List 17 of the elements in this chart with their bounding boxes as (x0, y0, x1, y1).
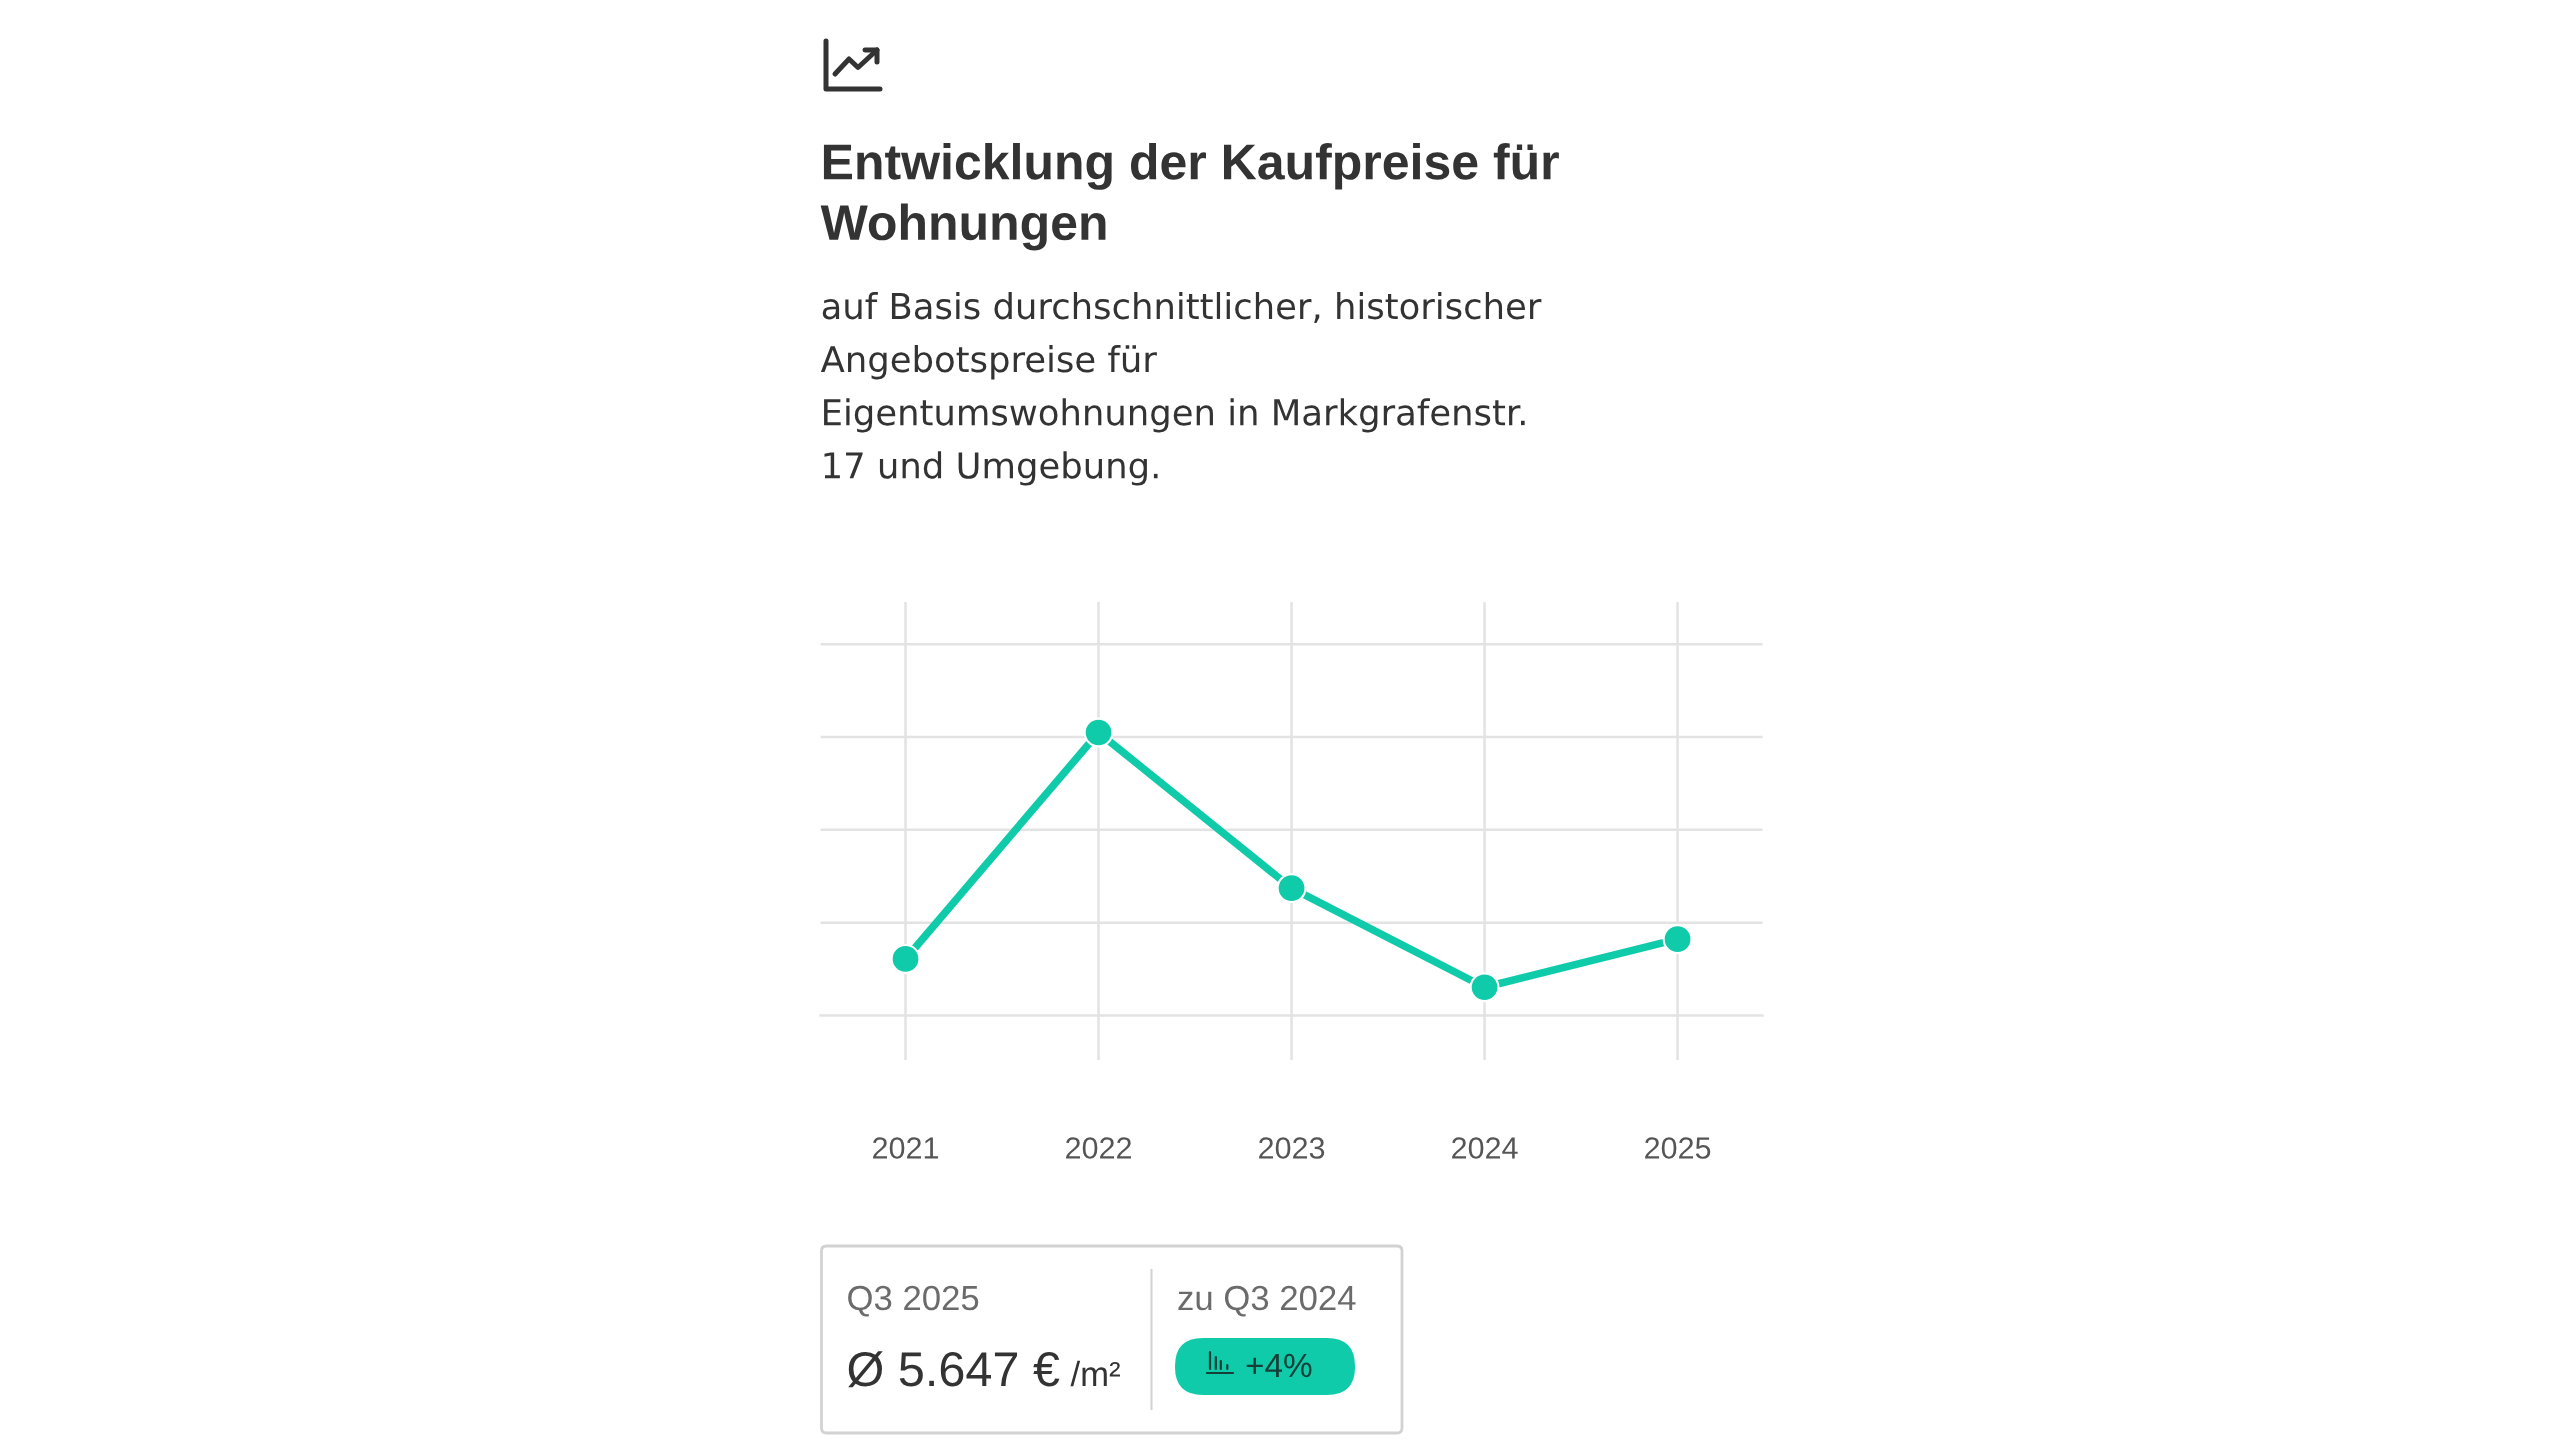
point (1276, 873, 1307, 904)
chart-title: Entwicklung der Kaufpreise für Wohnungen (820, 143, 1559, 251)
x-tick-label: 2023 (1259, 1137, 1325, 1159)
point (1083, 717, 1114, 748)
text: +4% (1246, 1353, 1312, 1378)
text: zu Q3 2024 (1178, 1285, 1356, 1317)
x-tick-label: 2021 (873, 1137, 939, 1159)
text: Ø 5.647 € (848, 1351, 1060, 1388)
chart-subtitle: auf Basis durchschnittlicher, historischer Angebotspreise für Eigentumswohnungen in Markgrafenstr. 17 und Umgebung. (820, 292, 1542, 486)
text: /m² (1070, 1360, 1120, 1387)
x-tick-label: 2024 (1452, 1137, 1518, 1159)
point (890, 944, 921, 974)
x-tick-label: 2025 (1645, 1137, 1711, 1159)
point (1662, 924, 1693, 955)
text: Q3 2025 (848, 1285, 979, 1317)
x-tick-label: 2022 (1066, 1137, 1131, 1159)
point (1469, 972, 1500, 1003)
